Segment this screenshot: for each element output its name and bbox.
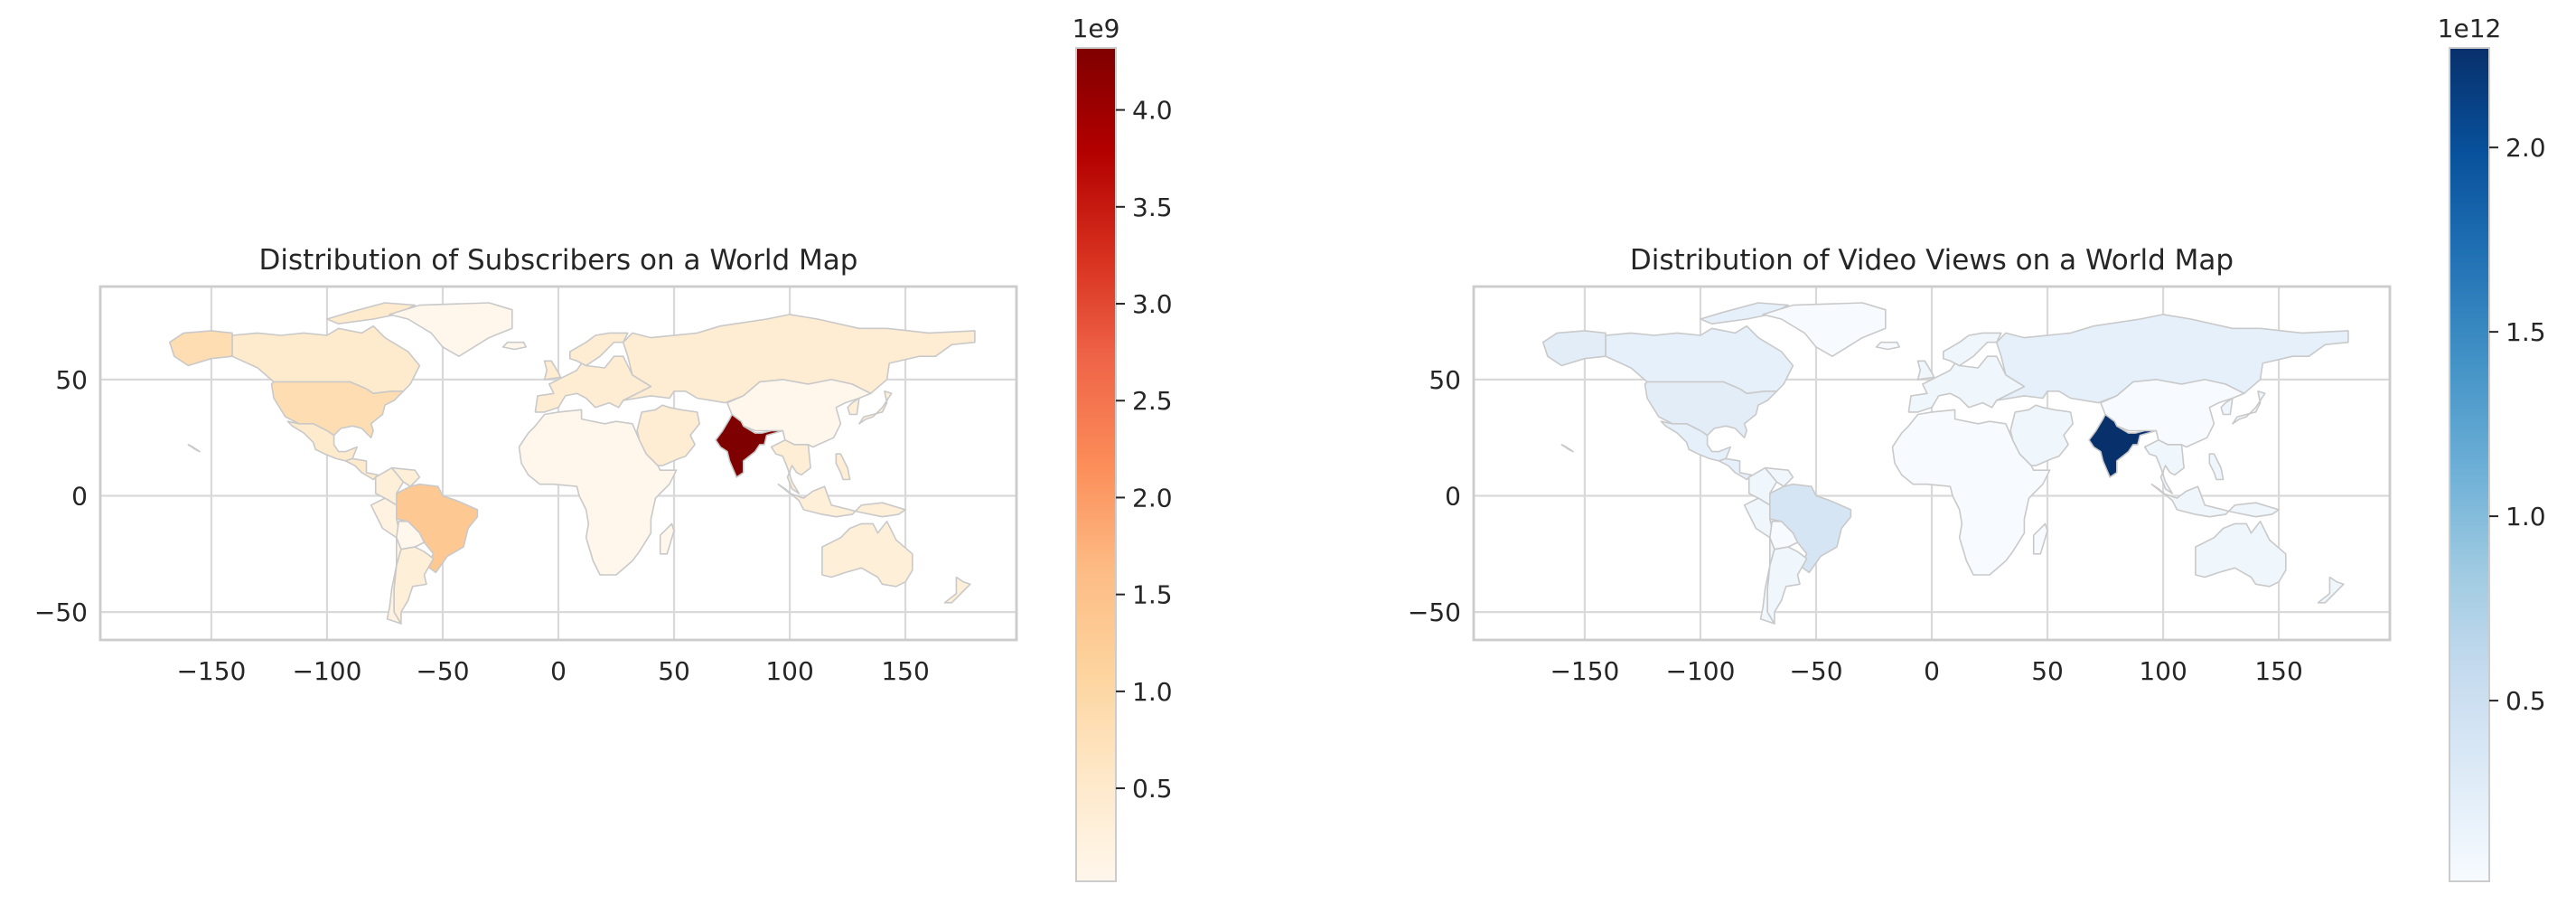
colorbar-gradient [2449,47,2490,882]
region-indonesia [777,483,906,518]
region-newzealand [943,576,971,604]
colorbar-tick-label: 1.5 [1132,580,1173,610]
x-tick-label: −50 [1789,656,1842,686]
region-australia [821,520,913,588]
colorbar-exponent: 1e12 [2438,14,2502,43]
x-tick-label: 50 [658,656,690,686]
x-tick-label: −100 [1665,656,1735,686]
region-venezuela [1764,466,1794,488]
map-land [1542,302,2349,625]
region-mexico [1660,420,1731,462]
colorbar-tick-label: 1.0 [1132,677,1173,707]
colorbar-tick-label: 1.5 [2506,317,2546,347]
views-map-panel: Distribution of Video Views on a World M… [1408,14,2546,882]
region-greenland [389,302,513,358]
region-china [726,379,872,448]
region-japan [858,390,893,425]
region-australia [2195,520,2287,588]
x-tick-label: −150 [176,656,246,686]
region-middle-east [636,404,701,466]
region-argentina [1766,546,1808,625]
region-africa [1891,409,2051,576]
region-madagascar [2032,522,2048,555]
colorbar-tick-label: 0.5 [2506,686,2546,716]
colorbar-tick-label: 4.0 [1132,96,1173,126]
region-hawaii [1560,444,1574,453]
region-uk [543,360,562,381]
subscribers-map-panel: Distribution of Subscribers on a World M… [34,14,1173,882]
region-indonesia [2150,483,2280,518]
region-uk [1916,360,1935,381]
region-venezuela [390,466,421,488]
y-tick-label: 0 [1445,482,1461,512]
map-frame [98,285,1018,642]
region-iceland [1875,341,1900,351]
region-middle-east [2009,404,2074,466]
region-iceland [501,341,528,351]
map-y-ticks: 50 0 −50 [34,365,88,627]
x-tick-label: 100 [765,656,813,686]
map-title: Distribution of Subscribers on a World M… [259,244,858,277]
region-central [1718,457,1753,481]
region-philippines [2208,453,2225,481]
colorbar-tick-label: 3.5 [1132,193,1173,222]
region-india [2088,413,2158,478]
x-tick-label: −50 [416,656,469,686]
region-russia [622,314,976,404]
region-madagascar [659,522,675,555]
region-korea [2220,397,2234,416]
region-mexico [286,420,359,462]
colorbar-tick-label: 3.0 [1132,289,1173,319]
colorbar-exponent: 1e9 [1073,14,1120,43]
x-tick-label: 100 [2139,656,2187,686]
colorbar-gradient [1075,47,1117,882]
region-china [2100,379,2245,448]
region-southeast-asia [2143,438,2185,494]
x-tick-label: −150 [1550,656,1619,686]
map-x-ticks: −150 −100 −50 0 50 100 150 [1550,656,2302,686]
region-peru [1743,497,1774,539]
region-korea [847,397,860,416]
x-tick-label: −100 [292,656,361,686]
region-scandinavia [1943,332,2002,367]
x-tick-label: 150 [2254,656,2302,686]
region-japan [2232,390,2266,425]
map-title: Distribution of Video Views on a World M… [1630,244,2234,277]
region-hawaii [187,444,201,453]
region-southeast-asia [770,438,811,494]
y-tick-label: 50 [55,365,88,395]
colorbar-tick-label: 2.0 [1132,483,1173,513]
colorbar-tick-label: 0.5 [1132,774,1173,804]
region-alaska [169,330,233,367]
x-tick-label: 50 [2031,656,2064,686]
region-central [344,457,379,481]
colorbar-tick-label: 1.0 [2506,502,2546,531]
region-newzealand [2317,576,2345,604]
region-peru [370,497,400,539]
map-y-ticks: 50 0 −50 [1408,365,1461,627]
y-tick-label: −50 [1408,597,1461,627]
region-greenland [1762,302,1887,358]
region-russia [1995,314,2349,404]
y-tick-label: 0 [71,482,88,512]
region-africa [518,409,678,576]
map-land [169,302,976,625]
x-tick-label: 0 [1924,656,1940,686]
colorbar: 1e9 0.5 1.0 1.5 2.0 2.5 3.0 3.5 4.0 [1073,14,1173,882]
x-tick-label: 150 [881,656,929,686]
colorbar-tick-label: 2.0 [2506,133,2546,163]
region-philippines [835,453,851,481]
y-tick-label: −50 [34,597,88,627]
map-x-ticks: −150 −100 −50 0 50 100 150 [176,656,929,686]
region-alaska [1542,330,1606,367]
map-frame [1472,285,2392,642]
x-tick-label: 0 [550,656,567,686]
colorbar: 1e12 0.5 1.0 1.5 2.0 [2438,14,2546,882]
region-argentina [393,546,435,625]
y-tick-label: 50 [1429,365,1461,395]
colorbar-tick-label: 2.5 [1132,386,1173,416]
region-scandinavia [568,332,629,367]
region-india [715,413,784,478]
